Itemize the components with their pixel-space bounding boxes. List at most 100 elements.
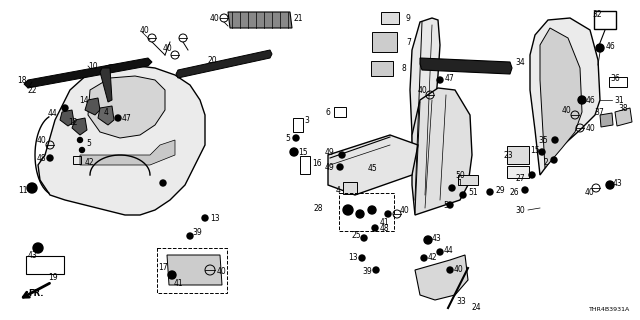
Polygon shape [80, 140, 175, 165]
Text: 5: 5 [285, 133, 290, 142]
Circle shape [290, 148, 298, 156]
Polygon shape [85, 98, 100, 115]
Text: 42: 42 [428, 253, 438, 262]
Text: 5: 5 [443, 201, 448, 210]
Circle shape [552, 137, 558, 143]
Polygon shape [72, 118, 87, 135]
Bar [343, 182, 357, 194]
Text: THR4B3931A: THR4B3931A [589, 307, 630, 312]
Polygon shape [600, 113, 613, 127]
Circle shape [539, 149, 545, 155]
Text: 28: 28 [314, 204, 323, 212]
Circle shape [529, 172, 535, 178]
Bar [609, 77, 627, 87]
Text: 35: 35 [538, 135, 548, 145]
Text: 6: 6 [325, 108, 330, 116]
Circle shape [578, 96, 586, 104]
Circle shape [373, 267, 379, 273]
Circle shape [359, 255, 365, 261]
Bar [381, 12, 399, 24]
Polygon shape [420, 58, 512, 74]
Circle shape [372, 225, 378, 231]
Text: 18: 18 [17, 76, 26, 84]
Polygon shape [38, 65, 205, 215]
Text: FR.: FR. [28, 289, 44, 298]
Polygon shape [228, 12, 292, 28]
Text: 10: 10 [88, 61, 98, 70]
Circle shape [522, 187, 528, 193]
Polygon shape [176, 50, 272, 78]
Bar [26, 256, 64, 274]
Text: 40: 40 [585, 188, 595, 196]
Circle shape [47, 155, 53, 161]
Text: 17: 17 [158, 263, 168, 273]
Circle shape [33, 243, 43, 253]
Circle shape [115, 115, 121, 121]
Text: 16: 16 [312, 158, 322, 167]
Bar [300, 156, 310, 174]
Text: 12: 12 [68, 117, 77, 126]
Text: 40: 40 [37, 135, 47, 145]
Text: 37: 37 [594, 108, 604, 116]
Circle shape [27, 183, 37, 193]
Text: 20: 20 [208, 55, 218, 65]
Text: 44: 44 [444, 245, 454, 254]
Text: 45: 45 [368, 164, 378, 172]
Circle shape [160, 180, 166, 186]
Text: 19: 19 [48, 274, 58, 283]
Text: 39: 39 [362, 268, 372, 276]
Circle shape [421, 255, 427, 261]
Bar [371, 32, 397, 52]
Text: 43: 43 [28, 251, 38, 260]
Polygon shape [98, 106, 114, 125]
Text: 30: 30 [515, 205, 525, 214]
Text: 50: 50 [455, 171, 465, 180]
Circle shape [187, 233, 193, 239]
Text: 27: 27 [516, 173, 525, 182]
Text: 5: 5 [86, 139, 91, 148]
Text: 1: 1 [457, 179, 461, 188]
Text: 4: 4 [104, 108, 109, 116]
Text: 46: 46 [606, 42, 616, 51]
Text: 40: 40 [210, 13, 220, 22]
Circle shape [460, 192, 466, 198]
Polygon shape [412, 88, 472, 215]
Text: 41: 41 [380, 218, 390, 227]
Text: 29: 29 [495, 186, 504, 195]
Polygon shape [328, 135, 418, 195]
Text: 48: 48 [37, 154, 47, 163]
Circle shape [447, 267, 453, 273]
Text: 47: 47 [122, 114, 132, 123]
Text: 44: 44 [48, 108, 58, 117]
Text: 8: 8 [401, 63, 406, 73]
Polygon shape [415, 255, 468, 300]
Text: 46: 46 [586, 95, 596, 105]
Circle shape [596, 44, 604, 52]
Text: 36: 36 [610, 74, 620, 83]
Text: 7: 7 [406, 37, 411, 46]
Text: 40: 40 [163, 44, 173, 52]
Circle shape [168, 271, 176, 279]
Text: 31: 31 [614, 95, 623, 105]
Text: 40: 40 [454, 266, 464, 275]
Circle shape [368, 206, 376, 214]
Circle shape [62, 105, 68, 111]
Circle shape [337, 164, 343, 170]
Circle shape [606, 181, 614, 189]
Bar [293, 118, 303, 132]
Text: 11: 11 [18, 186, 28, 195]
Bar [594, 11, 616, 29]
Polygon shape [530, 18, 600, 175]
Polygon shape [167, 255, 222, 285]
Text: 15: 15 [530, 146, 540, 155]
Text: 40: 40 [418, 85, 428, 94]
Text: 23: 23 [504, 150, 514, 159]
Bar [334, 107, 346, 117]
Polygon shape [615, 108, 632, 126]
Text: 41: 41 [174, 279, 184, 289]
Text: 15: 15 [298, 148, 308, 156]
Text: 40: 40 [400, 205, 410, 214]
Text: 14: 14 [79, 95, 88, 105]
Bar [458, 175, 478, 185]
Text: 42: 42 [85, 157, 95, 166]
